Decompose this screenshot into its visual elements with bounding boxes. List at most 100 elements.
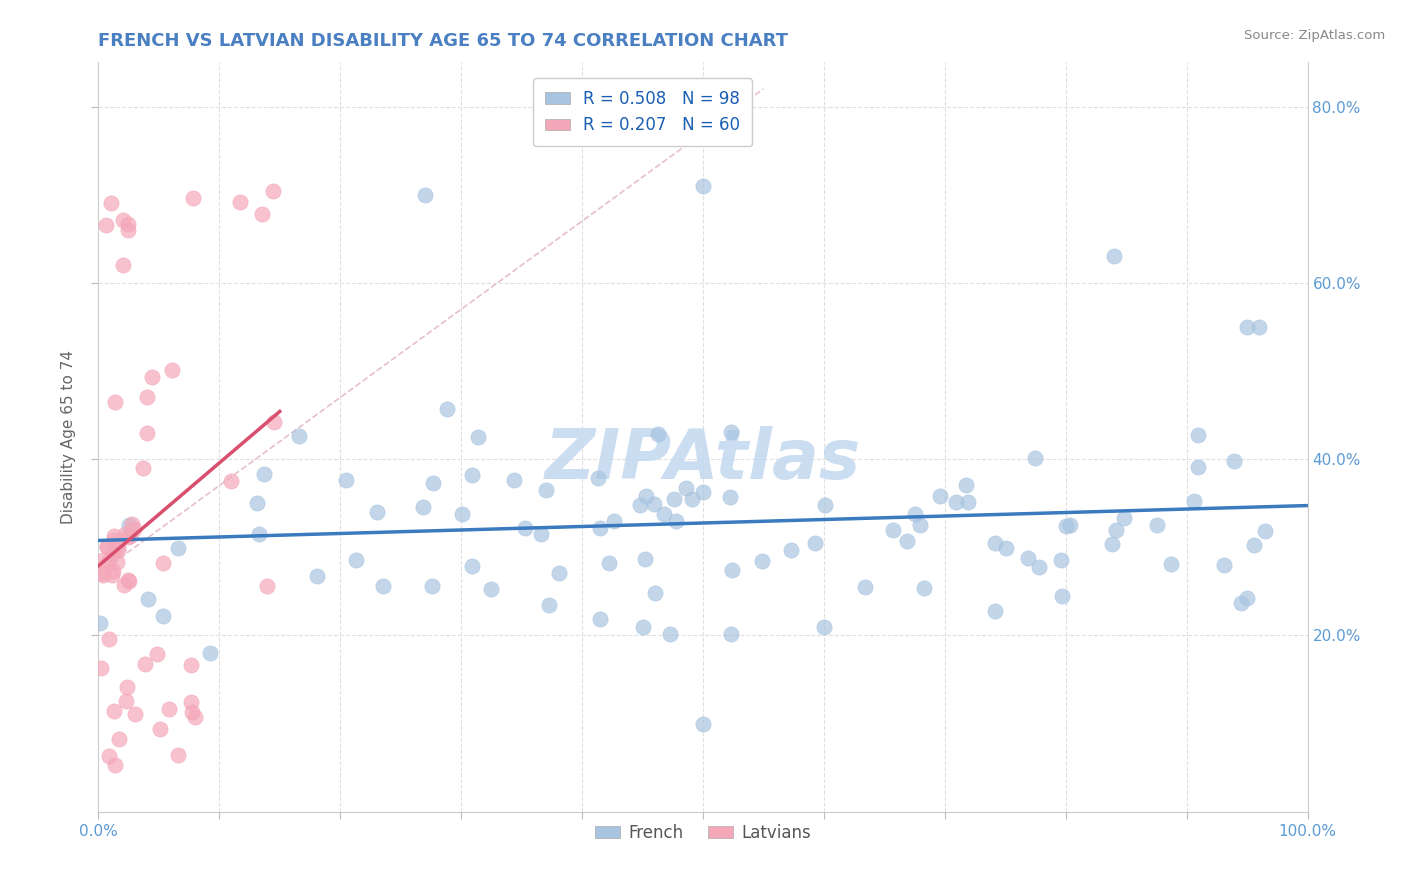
Point <box>104 395 127 409</box>
Point <box>107 542 129 557</box>
Point <box>681 491 703 506</box>
Point <box>219 474 242 488</box>
Point <box>100 196 122 211</box>
Point <box>149 722 172 736</box>
Point <box>100 568 122 582</box>
Point <box>183 710 205 724</box>
Point <box>779 543 801 558</box>
Point <box>1236 319 1258 334</box>
Point <box>180 695 202 709</box>
Point <box>1114 511 1136 525</box>
Point <box>256 579 278 593</box>
Point <box>598 556 620 570</box>
Point <box>1028 560 1050 574</box>
Point <box>96 539 118 553</box>
Point <box>643 497 665 511</box>
Point <box>152 609 174 624</box>
Point <box>371 579 394 593</box>
Point <box>1050 553 1073 567</box>
Point <box>634 552 657 566</box>
Point <box>108 731 131 746</box>
Point <box>97 749 120 764</box>
Point <box>1146 518 1168 533</box>
Point <box>908 518 931 533</box>
Point <box>589 611 612 625</box>
Point <box>1254 524 1277 538</box>
Point <box>882 523 904 537</box>
Point <box>118 574 141 589</box>
Point <box>603 514 626 528</box>
Point <box>103 565 125 579</box>
Point <box>250 207 273 221</box>
Point <box>855 580 877 594</box>
Point <box>536 483 558 498</box>
Point <box>114 694 136 708</box>
Point <box>132 461 155 475</box>
Point <box>804 536 827 550</box>
Point <box>461 559 484 574</box>
Point <box>305 569 328 583</box>
Point <box>117 217 139 231</box>
Point <box>718 490 741 504</box>
Point <box>1230 596 1253 610</box>
Point <box>160 363 183 377</box>
Y-axis label: Disability Age 65 to 74: Disability Age 65 to 74 <box>60 350 76 524</box>
Point <box>461 467 484 482</box>
Point <box>751 554 773 568</box>
Point <box>89 616 111 631</box>
Text: ZIPAtlas: ZIPAtlas <box>546 426 860 493</box>
Point <box>692 485 714 500</box>
Point <box>994 541 1017 556</box>
Point <box>467 430 489 444</box>
Point <box>1243 538 1265 552</box>
Point <box>436 401 458 416</box>
Point <box>96 218 118 232</box>
Point <box>117 223 139 237</box>
Point <box>929 489 952 503</box>
Point <box>98 632 121 647</box>
Point <box>1213 558 1236 573</box>
Point <box>287 429 309 443</box>
Point <box>146 647 169 661</box>
Point <box>180 658 202 673</box>
Legend: French, Latvians: French, Latvians <box>588 817 818 848</box>
Point <box>124 707 146 722</box>
Point <box>662 492 685 507</box>
Point <box>122 522 145 536</box>
Point <box>157 701 180 715</box>
Point <box>366 505 388 519</box>
Point <box>105 555 128 569</box>
Point <box>103 529 125 543</box>
Point <box>422 476 444 491</box>
Point <box>984 604 1007 618</box>
Point <box>1050 589 1073 603</box>
Point <box>91 566 114 580</box>
Point <box>644 586 666 600</box>
Point <box>97 555 120 569</box>
Point <box>515 521 537 535</box>
Point <box>117 518 139 533</box>
Point <box>1024 450 1046 465</box>
Point <box>262 184 284 198</box>
Point <box>1102 249 1125 263</box>
Point <box>1059 517 1081 532</box>
Point <box>634 489 657 503</box>
Point <box>1017 551 1039 566</box>
Point <box>90 661 112 675</box>
Point <box>647 427 669 442</box>
Point <box>249 527 271 541</box>
Point <box>412 500 434 514</box>
Point <box>903 507 925 521</box>
Point <box>665 514 688 528</box>
Point <box>1187 460 1209 475</box>
Point <box>117 530 139 544</box>
Point <box>114 527 136 541</box>
Point <box>813 498 835 512</box>
Point <box>1187 428 1209 442</box>
Point <box>198 646 221 660</box>
Point <box>107 540 129 554</box>
Point <box>183 191 205 205</box>
Point <box>1105 523 1128 537</box>
Point <box>896 534 918 549</box>
Point <box>1101 536 1123 550</box>
